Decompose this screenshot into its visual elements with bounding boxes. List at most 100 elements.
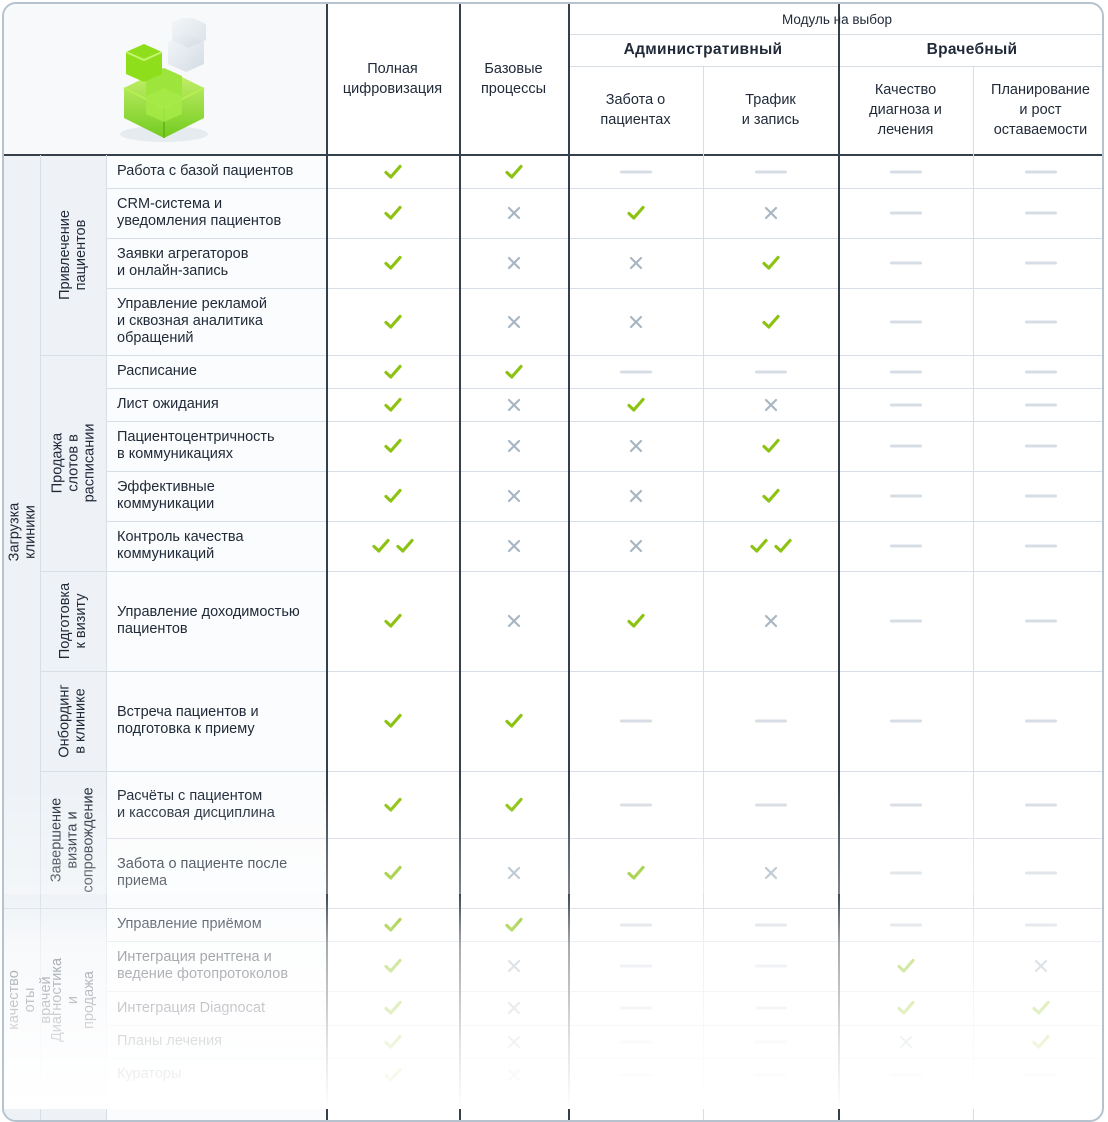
check-icon xyxy=(326,238,459,288)
check-icon xyxy=(703,471,838,521)
dash-icon xyxy=(973,471,1102,521)
check-icon xyxy=(326,838,459,908)
dash-icon xyxy=(838,471,973,521)
row-divider-line xyxy=(106,188,1102,189)
cross-icon xyxy=(703,388,838,421)
dash-icon xyxy=(973,671,1102,771)
dash-icon xyxy=(838,571,973,671)
task-row-label: Пациентоцентричность в коммуникациях xyxy=(117,429,275,462)
task-row-label: Управление доходимостью пациентов xyxy=(117,604,300,637)
task-row-label: Расписание xyxy=(117,363,197,379)
column-divider-line xyxy=(838,4,840,1120)
cross-icon xyxy=(568,421,703,471)
check-icon xyxy=(703,421,838,471)
column-divider-line xyxy=(459,4,461,1120)
cross-icon xyxy=(459,471,568,521)
check-icon xyxy=(459,155,568,188)
stage-label-text: Завершение визита и сопровождение xyxy=(49,786,98,893)
row-divider-line xyxy=(40,771,1102,772)
task-row-label: Управление рекламой и сквозная аналитика… xyxy=(117,296,267,346)
cross-icon xyxy=(703,571,838,671)
dash-icon xyxy=(973,288,1102,355)
check-icon xyxy=(326,991,459,1025)
double-check-icon xyxy=(703,521,838,571)
row-divider-line xyxy=(106,521,1102,522)
dash-icon xyxy=(568,155,703,188)
dash-icon xyxy=(703,941,838,991)
cross-icon xyxy=(838,1025,973,1058)
cross-icon xyxy=(459,571,568,671)
column-header-2: Базовые процессы xyxy=(480,61,547,97)
column-header-3: Забота о пациентах xyxy=(600,92,671,128)
dash-icon xyxy=(703,1058,838,1091)
dash-icon xyxy=(973,838,1102,908)
check-icon xyxy=(326,1058,459,1091)
dash-icon xyxy=(973,571,1102,671)
task-row-label: Планы лечения xyxy=(117,1033,223,1049)
check-icon xyxy=(326,671,459,771)
dash-icon xyxy=(973,771,1102,838)
check-icon xyxy=(326,355,459,388)
dash-icon xyxy=(973,238,1102,288)
dash-icon xyxy=(838,188,973,238)
dash-icon xyxy=(568,1058,703,1091)
column-header-1: Полная цифровизация xyxy=(342,61,443,97)
dash-icon xyxy=(703,1025,838,1058)
dash-icon xyxy=(838,838,973,908)
group-admin-header: Административный xyxy=(623,41,783,58)
column-header-4: Трафик и запись xyxy=(741,92,800,128)
task-row-label: Интеграция рентгена и ведение фотопроток… xyxy=(117,949,289,982)
dash-icon xyxy=(973,908,1102,941)
cross-icon xyxy=(973,941,1102,991)
row-divider-line xyxy=(106,421,1102,422)
dash-icon xyxy=(838,421,973,471)
cross-icon xyxy=(459,238,568,288)
stage-label: Завершение визита и сопровождение xyxy=(40,771,106,908)
header-divider-line xyxy=(568,34,1102,35)
group-doctor-header: Врачебный xyxy=(926,41,1018,58)
check-icon xyxy=(459,671,568,771)
column-divider-line xyxy=(568,4,570,1120)
check-icon xyxy=(838,941,973,991)
task-row-label: Лист ожидания xyxy=(117,396,219,412)
dash-icon xyxy=(973,421,1102,471)
dash-icon xyxy=(838,288,973,355)
dash-icon xyxy=(838,355,973,388)
category-label-text: Загрузка клиники xyxy=(6,502,39,561)
check-icon xyxy=(459,771,568,838)
stage-label: Продажа слотов в расписании xyxy=(40,355,106,571)
stage-label: Привлечение пациентов xyxy=(40,155,106,355)
check-icon xyxy=(326,155,459,188)
check-icon xyxy=(326,388,459,421)
check-icon xyxy=(326,288,459,355)
check-icon xyxy=(326,771,459,838)
task-row-label: Эффективные коммуникации xyxy=(117,479,215,512)
task-row-label: CRM-система и уведомления пациентов xyxy=(117,196,282,229)
cross-icon xyxy=(459,521,568,571)
dash-icon xyxy=(703,991,838,1025)
task-row-label: Интеграция Diagnocat xyxy=(117,999,265,1016)
check-icon xyxy=(326,1025,459,1058)
column-divider-line xyxy=(326,4,328,1120)
dash-icon xyxy=(838,908,973,941)
check-icon xyxy=(326,188,459,238)
cross-icon xyxy=(459,1025,568,1058)
stage-label-text: Продажа слотов в расписании xyxy=(49,423,98,503)
dash-icon xyxy=(703,671,838,771)
dash-icon xyxy=(973,155,1102,188)
stage-divider-line xyxy=(106,155,107,1120)
dash-icon xyxy=(703,355,838,388)
check-icon xyxy=(326,571,459,671)
dash-icon xyxy=(973,1058,1102,1091)
dash-icon xyxy=(568,671,703,771)
check-icon xyxy=(973,991,1102,1025)
dash-icon xyxy=(838,521,973,571)
cross-icon xyxy=(459,1058,568,1091)
task-row-label: Расчёты с пациентом и кассовая дисциплин… xyxy=(117,787,275,821)
dash-icon xyxy=(838,1058,973,1091)
row-divider-line xyxy=(40,355,1102,356)
task-row-label: Управление приёмом xyxy=(117,916,262,932)
dash-icon xyxy=(568,991,703,1025)
dash-icon xyxy=(838,388,973,421)
